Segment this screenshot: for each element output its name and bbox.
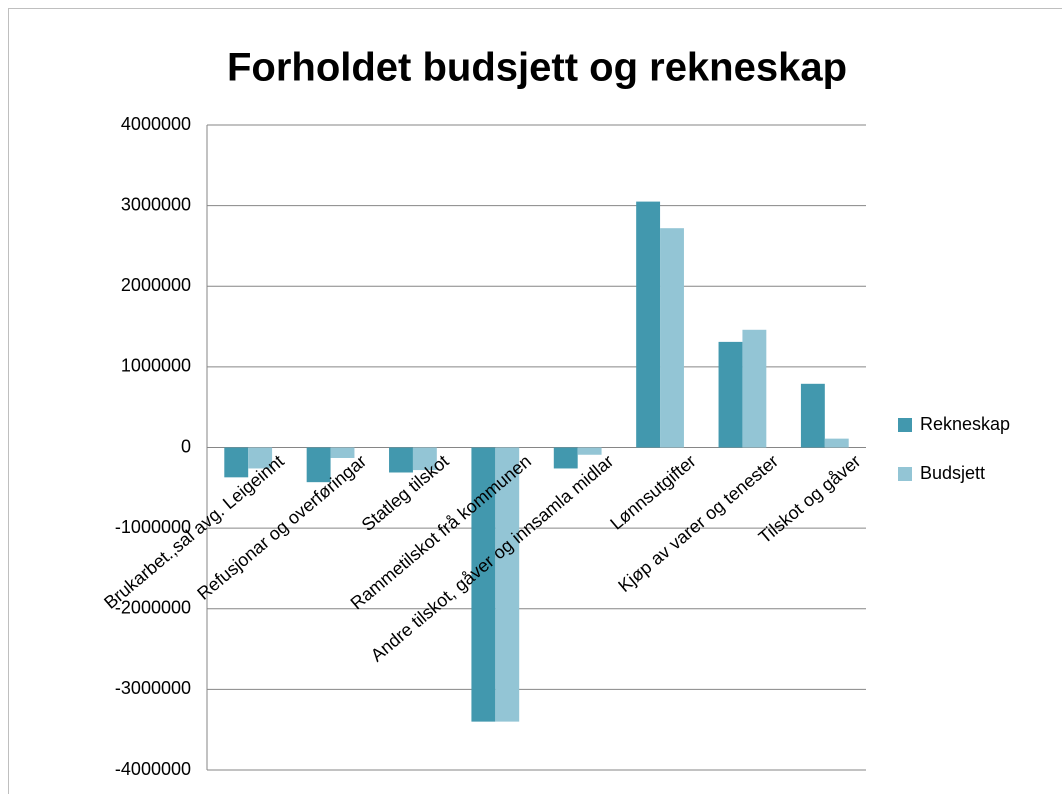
y-tick-label: 0 — [181, 436, 191, 456]
legend-label: Rekneskap — [920, 414, 1010, 434]
y-tick-label: 2000000 — [121, 275, 191, 295]
bar — [577, 447, 602, 455]
bar — [224, 447, 249, 478]
x-tick-label: Kjøp av varer og tenester — [614, 451, 782, 596]
bar — [742, 329, 767, 448]
y-tick-label: -1000000 — [115, 517, 191, 537]
bar — [306, 447, 331, 483]
chart-title: Forholdet budsjett og rekneskap — [227, 46, 847, 90]
y-tick-label: 4000000 — [121, 114, 191, 134]
chart-frame — [8, 8, 1062, 794]
legend-swatch — [898, 467, 912, 481]
legend-label: Budsjett — [920, 463, 985, 483]
y-tick-label: 1000000 — [121, 356, 191, 376]
bar — [412, 447, 437, 471]
legend-swatch — [898, 418, 912, 432]
bar — [660, 228, 684, 448]
bar — [248, 447, 273, 469]
y-tick-label: -4000000 — [115, 759, 191, 779]
y-tick-label: 3000000 — [121, 194, 191, 214]
bar — [330, 447, 355, 458]
y-tick-label: -3000000 — [115, 678, 191, 698]
bar — [471, 447, 496, 722]
bar — [389, 447, 413, 473]
y-tick-label: -2000000 — [115, 598, 191, 618]
x-tick-label: Refusjonar og overføringar — [193, 451, 370, 604]
bar — [718, 341, 743, 448]
bar — [553, 447, 578, 469]
bar — [636, 201, 661, 448]
bar — [800, 383, 825, 448]
bar — [495, 447, 520, 722]
bar — [824, 438, 849, 448]
